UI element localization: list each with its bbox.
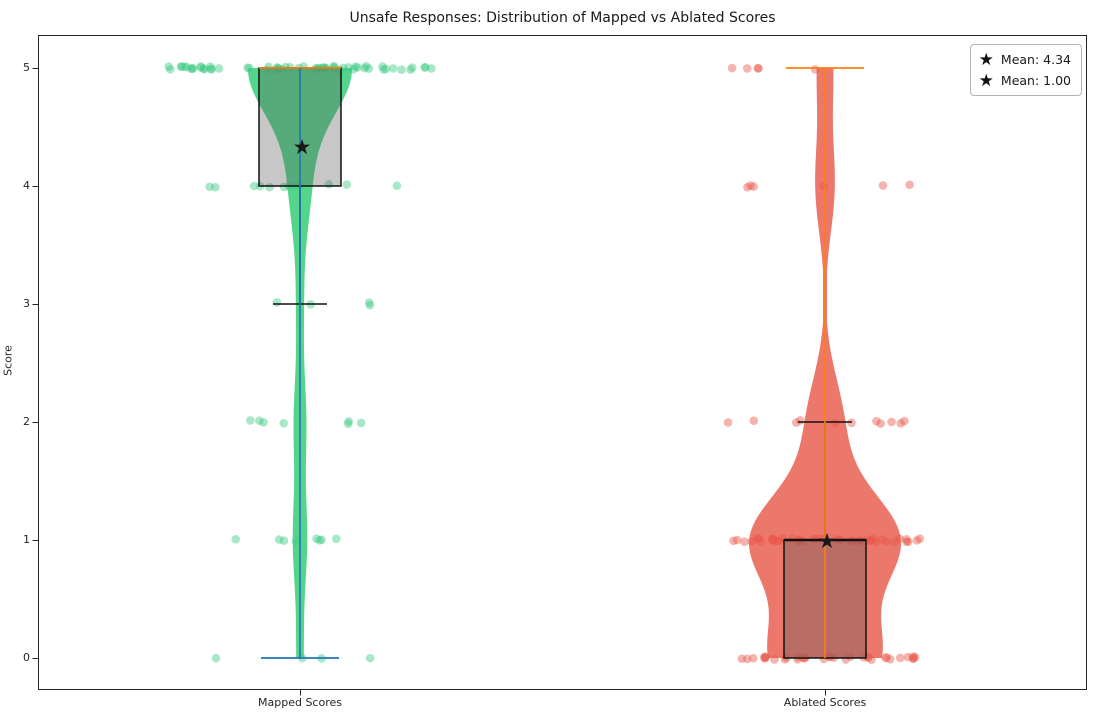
y-tick-label: 0 (23, 651, 30, 664)
legend: ★ Mean: 4.34 ★ Mean: 1.00 (969, 44, 1082, 96)
star-icon: ★ (978, 49, 994, 70)
legend-label: Mean: 4.34 (1000, 52, 1071, 67)
mean-star-marker: ★ (293, 135, 312, 159)
legend-item: ★ Mean: 4.34 (979, 49, 1071, 70)
y-tick-label: 5 (23, 61, 30, 74)
y-tick-label: 1 (23, 533, 30, 546)
chart-title: Unsafe Responses: Distribution of Mapped… (349, 10, 776, 26)
star-icon: ★ (978, 70, 994, 91)
y-tick-label: 3 (23, 297, 30, 310)
legend-label: Mean: 1.00 (1000, 73, 1071, 88)
y-tick-label: 2 (23, 415, 30, 428)
y-tick-label: 4 (23, 179, 30, 192)
legend-item: ★ Mean: 1.00 (979, 70, 1071, 91)
x-tick-label: Mapped Scores (258, 696, 342, 709)
x-tick-label: Ablated Scores (783, 696, 867, 709)
mean-star-marker: ★ (818, 529, 837, 553)
